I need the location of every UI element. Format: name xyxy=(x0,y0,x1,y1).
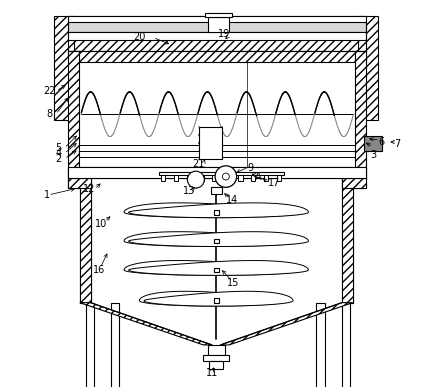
Text: 8: 8 xyxy=(46,109,52,119)
Bar xyxy=(161,176,166,181)
Polygon shape xyxy=(221,303,353,345)
Bar xyxy=(68,16,366,51)
Text: 9: 9 xyxy=(248,163,254,173)
Text: 14: 14 xyxy=(226,195,238,205)
Bar xyxy=(54,16,74,120)
Bar xyxy=(68,16,366,39)
Bar xyxy=(68,167,366,178)
Bar xyxy=(212,176,217,181)
Bar xyxy=(68,16,366,51)
Bar xyxy=(342,178,366,188)
Bar xyxy=(211,186,222,194)
Bar xyxy=(238,176,242,181)
Bar xyxy=(205,12,232,17)
Bar xyxy=(186,176,191,181)
Bar xyxy=(209,361,223,369)
Bar xyxy=(214,268,218,272)
Text: 10: 10 xyxy=(95,219,107,229)
Bar xyxy=(214,210,218,215)
Bar xyxy=(251,176,255,181)
Polygon shape xyxy=(144,291,293,306)
Bar xyxy=(203,355,229,362)
Polygon shape xyxy=(129,203,309,218)
Polygon shape xyxy=(129,232,309,246)
Circle shape xyxy=(215,166,237,187)
Bar xyxy=(68,22,366,32)
Polygon shape xyxy=(129,261,309,275)
Text: 6: 6 xyxy=(378,137,385,147)
Bar xyxy=(68,178,91,188)
Bar xyxy=(208,17,229,32)
Text: 7: 7 xyxy=(394,139,400,149)
Text: 1: 1 xyxy=(44,190,50,200)
Text: 22: 22 xyxy=(43,86,55,96)
Bar xyxy=(68,51,366,62)
Text: 3: 3 xyxy=(371,150,377,160)
Polygon shape xyxy=(124,203,304,218)
Circle shape xyxy=(222,173,229,180)
Text: 4: 4 xyxy=(56,149,62,158)
Bar xyxy=(91,178,342,303)
Polygon shape xyxy=(80,303,212,345)
Bar xyxy=(159,172,284,176)
Circle shape xyxy=(187,171,204,188)
Bar xyxy=(68,51,79,178)
Bar xyxy=(277,176,281,181)
Bar xyxy=(79,62,355,167)
Text: 19: 19 xyxy=(218,28,230,39)
Bar xyxy=(358,16,378,120)
Bar xyxy=(80,178,91,303)
Polygon shape xyxy=(342,178,366,303)
Bar xyxy=(68,167,366,178)
Polygon shape xyxy=(139,291,289,306)
Text: 15: 15 xyxy=(227,278,240,289)
Bar xyxy=(225,176,230,181)
Bar xyxy=(68,32,366,41)
Bar xyxy=(174,176,178,181)
Bar xyxy=(342,178,353,303)
Bar xyxy=(111,303,119,390)
Text: 20: 20 xyxy=(133,32,146,42)
Text: 11: 11 xyxy=(206,368,218,378)
Text: 17: 17 xyxy=(268,179,280,188)
Text: A: A xyxy=(254,172,261,182)
Text: 21: 21 xyxy=(193,159,205,169)
Text: 12: 12 xyxy=(83,184,95,194)
Text: 16: 16 xyxy=(93,265,105,275)
Bar xyxy=(355,51,366,178)
Text: 2: 2 xyxy=(56,154,62,164)
Bar xyxy=(79,62,247,167)
Polygon shape xyxy=(124,261,304,275)
Bar xyxy=(264,176,268,181)
Bar xyxy=(214,298,218,303)
Bar xyxy=(342,303,350,390)
Bar xyxy=(86,303,94,390)
Bar xyxy=(364,136,381,151)
Bar xyxy=(208,345,225,355)
Polygon shape xyxy=(124,232,304,246)
Polygon shape xyxy=(68,178,91,303)
Bar xyxy=(316,303,325,390)
Bar xyxy=(198,127,222,160)
Bar xyxy=(199,176,204,181)
Bar xyxy=(214,239,218,243)
Text: 13: 13 xyxy=(183,186,195,196)
Text: 5: 5 xyxy=(56,143,62,153)
